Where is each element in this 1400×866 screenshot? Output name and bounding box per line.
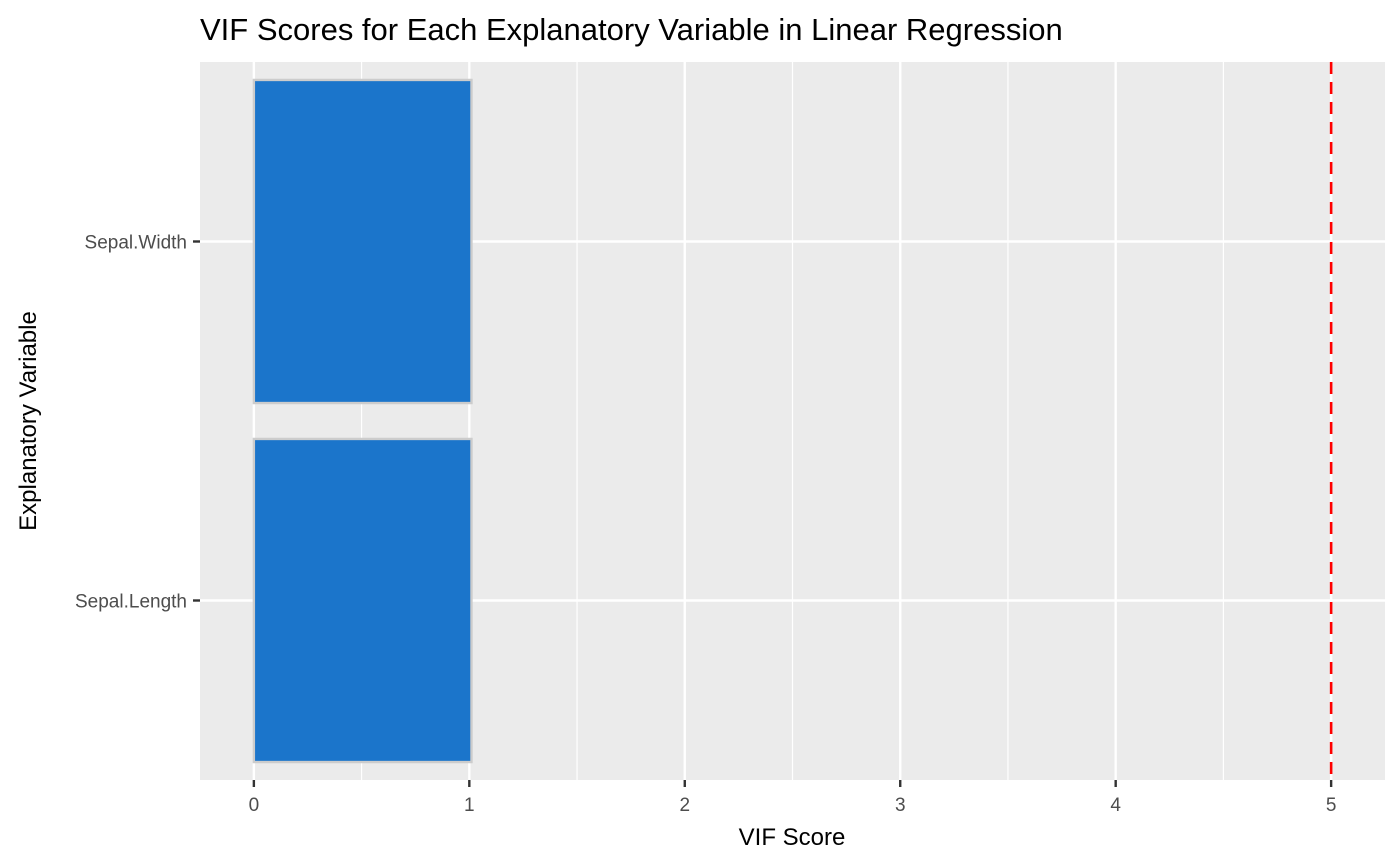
bar-sepal-length xyxy=(252,437,473,764)
x-tick-label: 1 xyxy=(464,795,475,816)
bar-sepal-width xyxy=(252,78,473,405)
y-tick-label: Sepal.Width xyxy=(85,233,187,254)
y-axis: Sepal.Length Sepal.Width xyxy=(75,233,200,613)
bars xyxy=(252,78,473,764)
chart-title: VIF Scores for Each Explanatory Variable… xyxy=(200,12,1063,47)
x-tick-label: 0 xyxy=(249,795,260,816)
x-tick-label: 4 xyxy=(1110,795,1121,816)
x-axis-title: VIF Score xyxy=(739,824,846,851)
x-axis: 0 1 2 3 4 5 xyxy=(249,780,1337,816)
x-tick-label: 2 xyxy=(679,795,690,816)
y-tick-label: Sepal.Length xyxy=(75,592,187,613)
x-tick-label: 3 xyxy=(895,795,906,816)
y-axis-title: Explanatory Variable xyxy=(15,311,42,531)
x-tick-label: 5 xyxy=(1326,795,1337,816)
